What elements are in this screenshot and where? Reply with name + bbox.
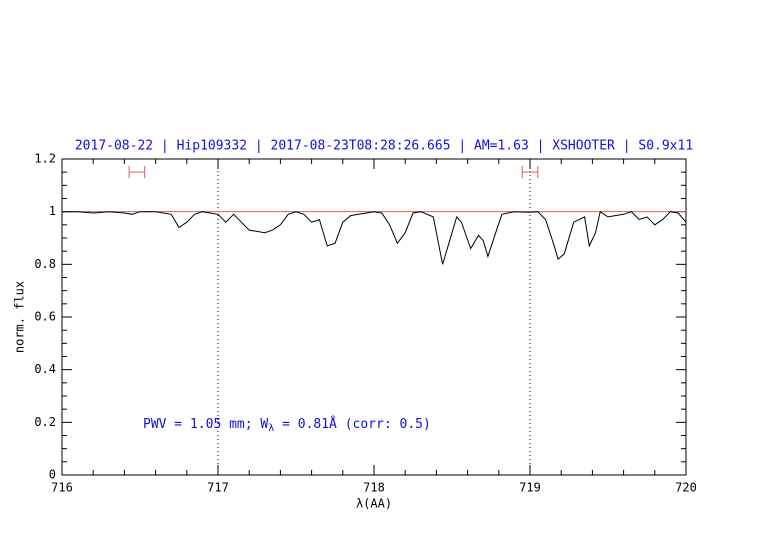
y-tick-label: 0.4 xyxy=(34,362,56,376)
x-tick-label: 719 xyxy=(519,481,541,495)
y-tick-label: 0 xyxy=(49,468,56,482)
annotation-text: = 0.81Å (corr: 0.5) xyxy=(274,416,431,432)
y-tick-label: 1.2 xyxy=(34,152,56,166)
annotation: PWV = 1.05 mm; Wλ = 0.81Å (corr: 0.5) xyxy=(143,416,431,435)
annotation-sub: λ xyxy=(268,423,274,434)
y-tick-label: 0.2 xyxy=(34,415,56,429)
x-tick-label: 718 xyxy=(363,481,385,495)
range-marker xyxy=(128,166,146,179)
y-tick-label: 0.6 xyxy=(34,310,56,324)
x-tick-label: 716 xyxy=(51,481,73,495)
chart-title: 2017-08-22 | Hip109332 | 2017-08-23T08:2… xyxy=(75,139,693,154)
y-tick-label: 0.8 xyxy=(34,257,56,271)
y-axis-label: norm. flux xyxy=(13,281,27,353)
x-axis-label: λ(AA) xyxy=(356,497,392,511)
x-tick-label: 717 xyxy=(207,481,229,495)
y-tick-label: 1 xyxy=(49,204,56,218)
spectrum-line xyxy=(62,210,687,265)
annotation-text: PWV = 1.05 mm; W xyxy=(143,417,268,432)
x-tick-label: 720 xyxy=(675,481,697,495)
range-marker xyxy=(521,166,539,179)
